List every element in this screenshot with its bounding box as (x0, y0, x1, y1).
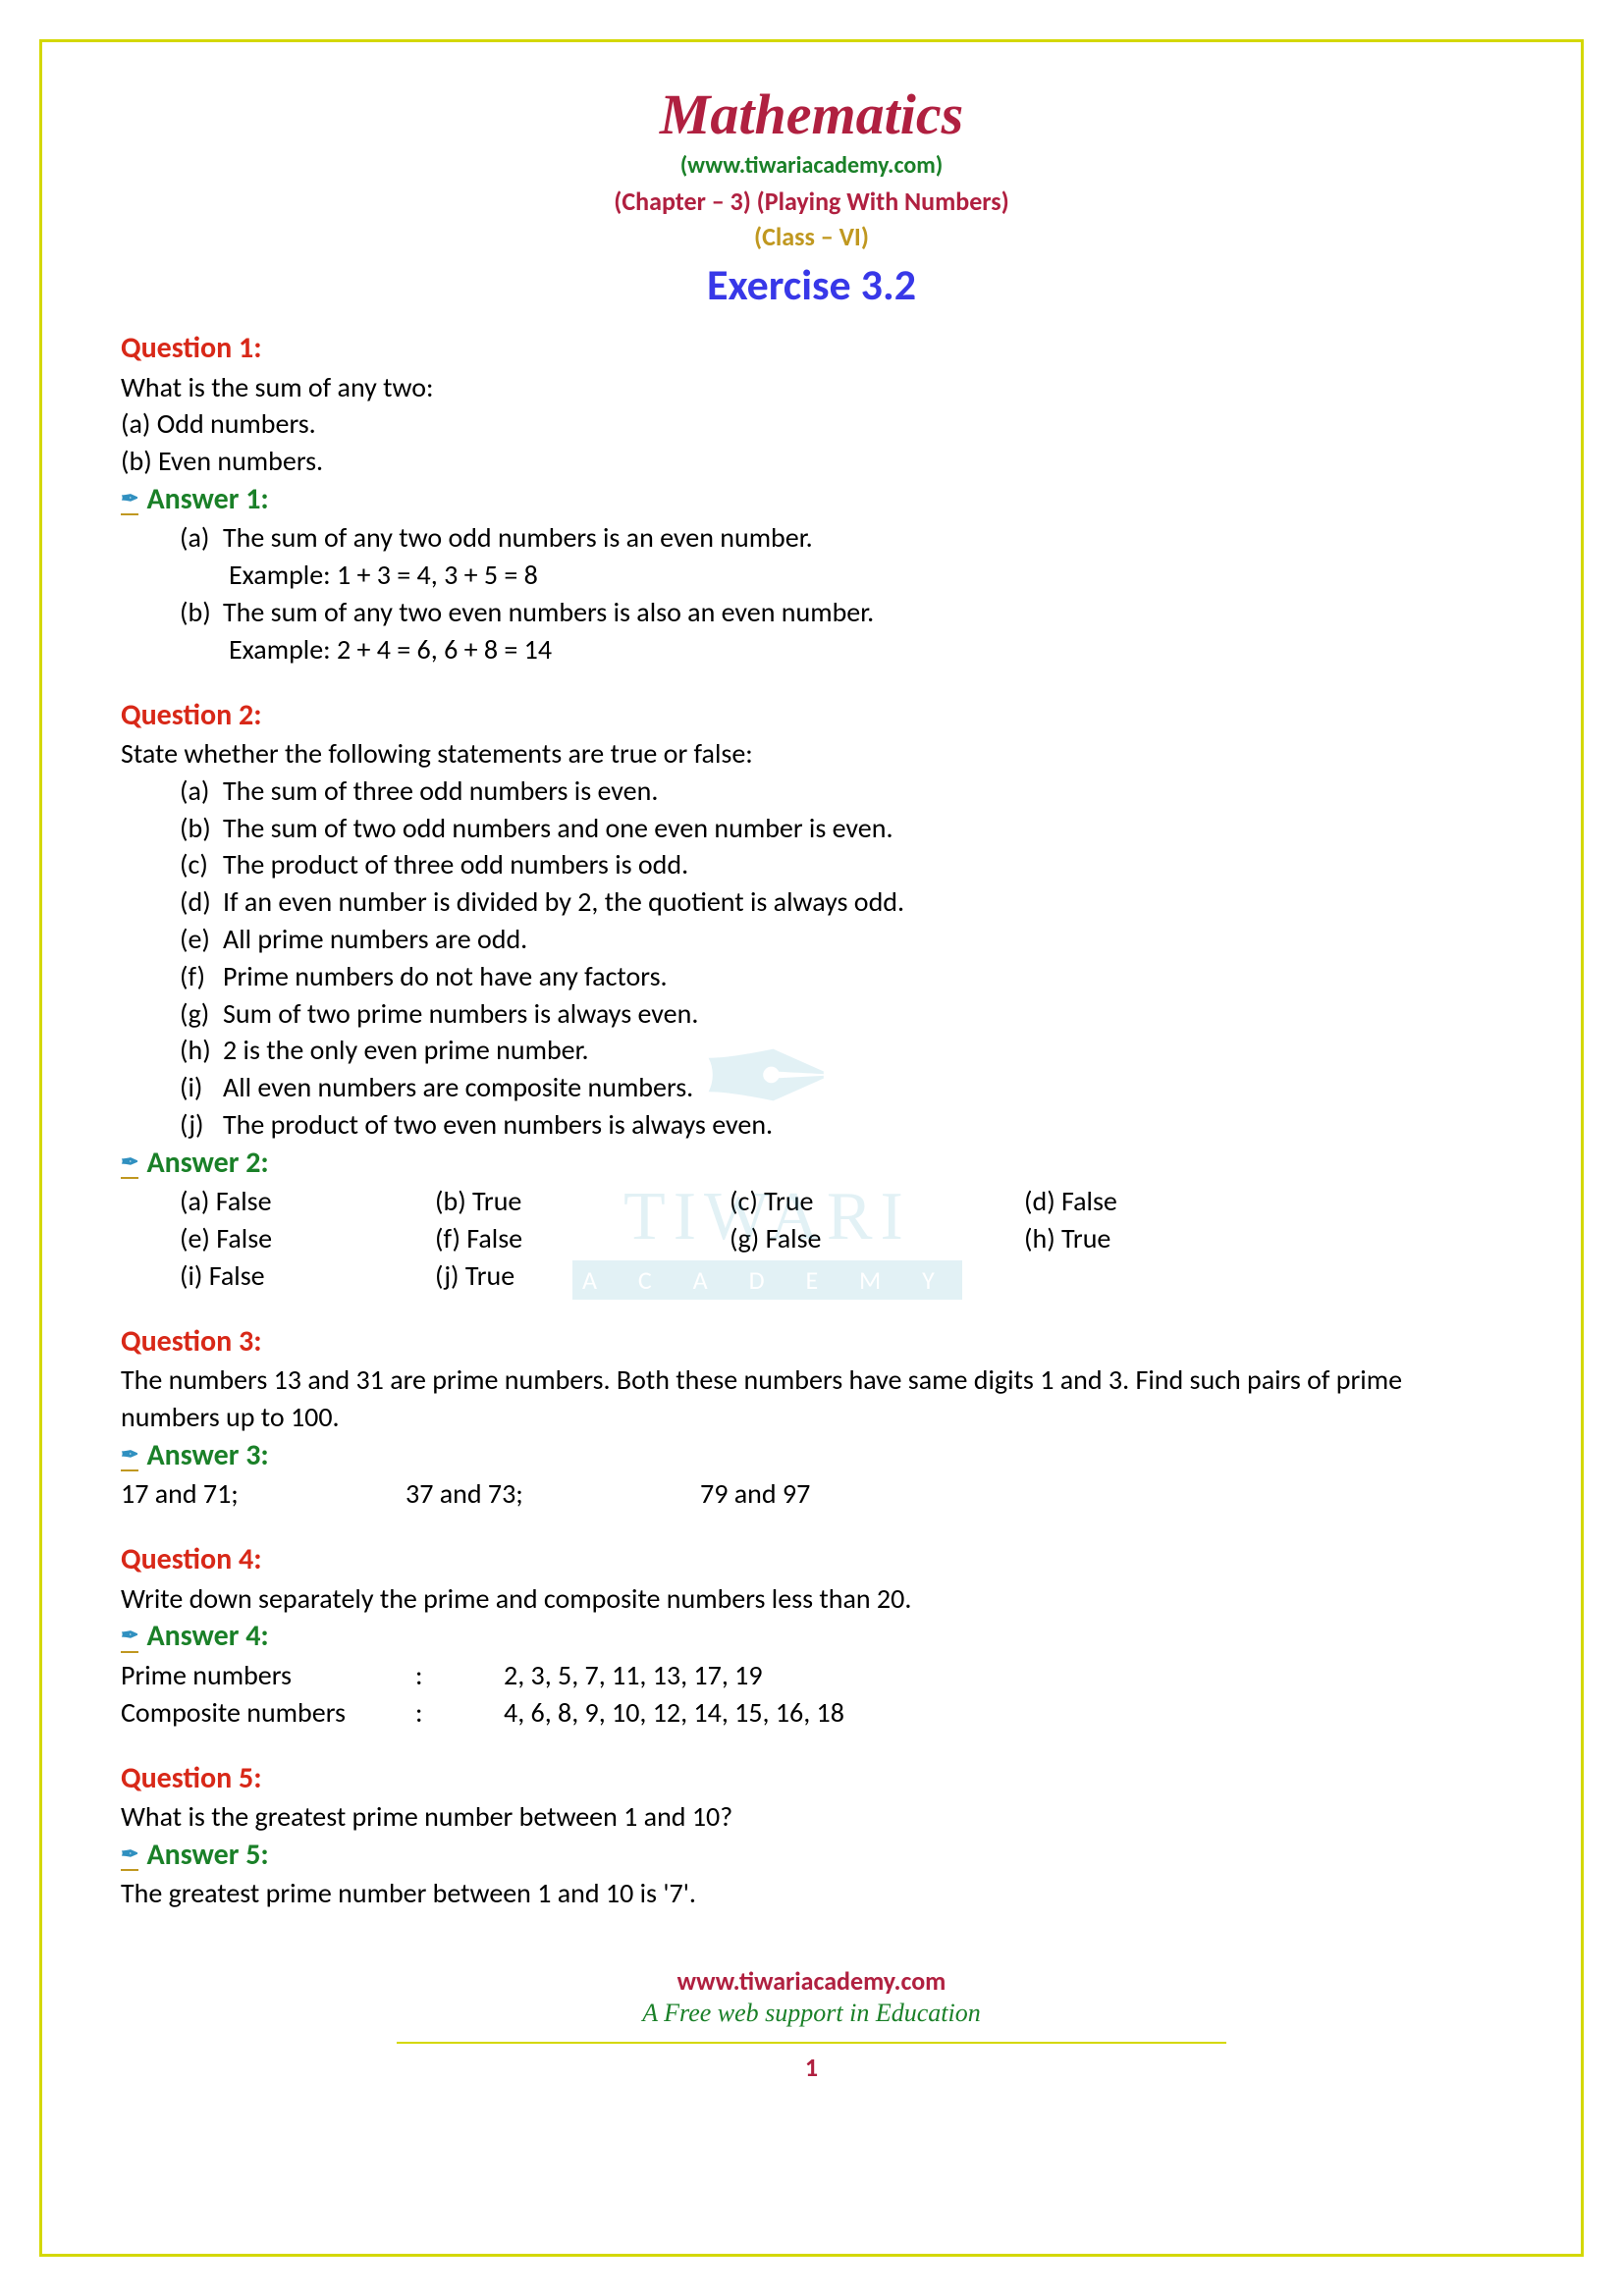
q2-opt-h: (h)2 is the only even prime number. (180, 1032, 1502, 1069)
footer-tagline: A Free web support in Education (121, 1999, 1502, 2028)
q2-opt-f: (f)Prime numbers do not have any factors… (180, 958, 1502, 995)
answer-icon: ✒ (121, 1840, 138, 1872)
page-number: 1 (121, 2052, 1502, 2083)
q2-opt-i: (i)All even numbers are composite number… (180, 1069, 1502, 1106)
q2-opt-j: (j)The product of two even numbers is al… (180, 1106, 1502, 1144)
q2-opt-a: (a)The sum of three odd numbers is even. (180, 773, 1502, 810)
q2-tf-row2: (e) False(f) False(g) False(h) True (180, 1220, 1502, 1257)
q5-answer: The greatest prime number between 1 and … (121, 1875, 1502, 1912)
answer-3-label: ✒ Answer 3: (121, 1436, 1502, 1476)
content: Question 1: What is the sum of any two: … (121, 329, 1502, 1912)
footer: www.tiwariacademy.com A Free web support… (121, 1961, 1502, 2083)
answer-4-label: ✒ Answer 4: (121, 1617, 1502, 1657)
answer-icon: ✒ (121, 1148, 138, 1180)
question-5-label: Question 5: (121, 1759, 1502, 1799)
header-exercise: Exercise 3.2 (121, 258, 1502, 311)
q1-opt-b: (b) Even numbers. (121, 443, 1502, 480)
question-5-text: What is the greatest prime number betwee… (121, 1798, 1502, 1836)
q2-opt-c: (c)The product of three odd numbers is o… (180, 846, 1502, 883)
question-3-label: Question 3: (121, 1322, 1502, 1362)
q1-ans-a: (a)The sum of any two odd numbers is an … (180, 519, 1502, 557)
answer-icon: ✒ (121, 484, 138, 516)
q2-opt-d: (d)If an even number is divided by 2, th… (180, 883, 1502, 921)
q4-composite-row: Composite numbers:4, 6, 8, 9, 10, 12, 14… (121, 1694, 1502, 1732)
header: Mathematics (www.tiwariacademy.com) (Cha… (121, 81, 1502, 311)
header-class: (Class – VI) (121, 221, 1502, 252)
question-2-text: State whether the following statements a… (121, 735, 1502, 773)
q1-ans-b-ex: Example: 2 + 4 = 6, 6 + 8 = 14 (229, 631, 1502, 668)
answer-2-label: ✒ Answer 2: (121, 1144, 1502, 1184)
answer-5-label: ✒ Answer 5: (121, 1836, 1502, 1876)
header-website: (www.tiwariacademy.com) (121, 151, 1502, 180)
footer-website: www.tiwariacademy.com (121, 1965, 1502, 1997)
header-chapter: (Chapter – 3) (Playing With Numbers) (121, 186, 1502, 217)
q1-ans-b: (b)The sum of any two even numbers is al… (180, 594, 1502, 631)
page-border: ✒ TIWARI A C A D E M Y Mathematics (www.… (39, 39, 1584, 2257)
q1-ans-a-ex: Example: 1 + 3 = 4, 3 + 5 = 8 (229, 557, 1502, 594)
answer-icon: ✒ (121, 1440, 138, 1472)
q2-opt-b: (b)The sum of two odd numbers and one ev… (180, 810, 1502, 847)
q1-opt-a: (a) Odd numbers. (121, 405, 1502, 443)
question-1-label: Question 1: (121, 329, 1502, 369)
question-4-label: Question 4: (121, 1540, 1502, 1580)
q2-opt-e: (e)All prime numbers are odd. (180, 921, 1502, 958)
q2-opt-g: (g)Sum of two prime numbers is always ev… (180, 995, 1502, 1033)
q4-prime-row: Prime numbers:2, 3, 5, 7, 11, 13, 17, 19 (121, 1657, 1502, 1694)
q2-tf-row3: (i) False(j) True (180, 1257, 1502, 1295)
q3-pairs: 17 and 71;37 and 73;79 and 97 (121, 1475, 1502, 1513)
question-3-text: The numbers 13 and 31 are prime numbers.… (121, 1362, 1502, 1436)
question-2-label: Question 2: (121, 696, 1502, 736)
question-1-text: What is the sum of any two: (121, 369, 1502, 406)
footer-divider (397, 2042, 1225, 2044)
answer-1-label: ✒ Answer 1: (121, 480, 1502, 520)
page-title: Mathematics (121, 81, 1502, 147)
question-4-text: Write down separately the prime and comp… (121, 1580, 1502, 1618)
q2-tf-row1: (a) False(b) True(c) True(d) False (180, 1183, 1502, 1220)
answer-icon: ✒ (121, 1621, 138, 1653)
